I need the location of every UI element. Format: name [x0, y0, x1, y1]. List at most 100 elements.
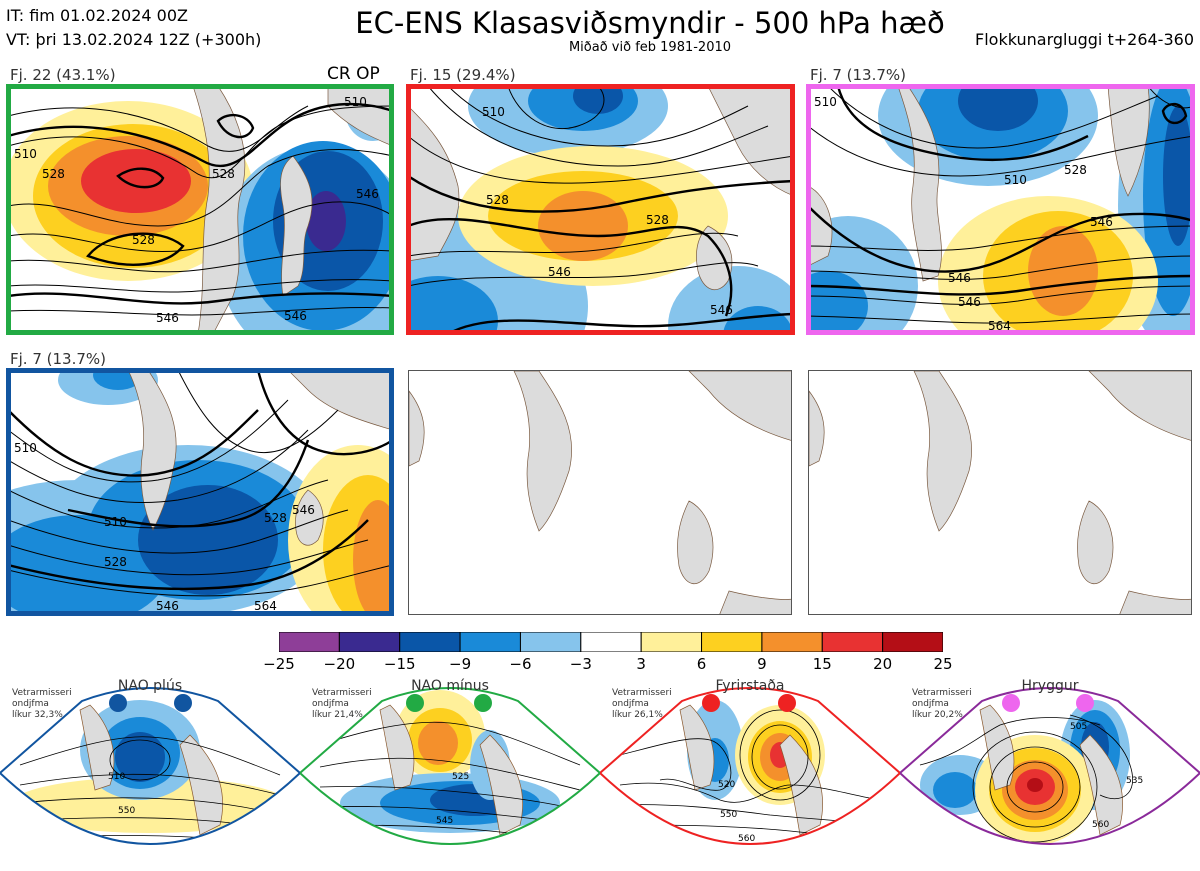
- contour-label: 546: [1090, 215, 1113, 229]
- colorbar-tick-label: −9: [449, 655, 472, 673]
- empty-map-6: [808, 370, 1192, 615]
- contour-label: 525: [452, 772, 469, 782]
- colorbar-tick-label: 3: [636, 655, 646, 673]
- colorbar-swatch: [640, 631, 703, 653]
- regime-marker-dot: [109, 694, 127, 712]
- empty-map-5: [408, 370, 792, 615]
- panel-1-tag: CR OP: [327, 64, 380, 84]
- land-mask: [127, 370, 393, 546]
- colorbar-tick-label: 25: [933, 655, 953, 673]
- colorbar-tick-label: 15: [812, 655, 832, 673]
- cluster-map-1: 510 528 528 546 546 510 528 546: [8, 86, 393, 334]
- regime-title: Hryggur: [1021, 678, 1079, 694]
- contour-label: 546: [356, 187, 379, 201]
- contour-label: 510: [1004, 173, 1027, 187]
- colorbar-swatch: [399, 631, 461, 653]
- colorbar: [278, 631, 944, 656]
- contour-label: 510: [344, 95, 367, 109]
- panel-2-label: Fj. 15 (29.4%): [410, 66, 516, 84]
- colorbar-tick-label: 6: [696, 655, 707, 673]
- contour-label: 546: [292, 503, 315, 517]
- regime-marker-dot: [1002, 694, 1020, 712]
- regime-marker-dot: [702, 694, 720, 712]
- regime-title: NAO plús: [117, 678, 183, 694]
- contour-label: 564: [988, 319, 1011, 333]
- regime-months: ondjfma: [612, 699, 649, 709]
- contour-label: 550: [118, 806, 135, 816]
- cluster-map-4: 510 510 528 546 564 528 546: [8, 370, 393, 615]
- colorbar-swatch: [882, 631, 944, 653]
- contour-label: 545: [436, 816, 453, 826]
- contour-label: 546: [284, 309, 307, 323]
- contour-label: 546: [156, 599, 179, 613]
- contour-label: 510: [482, 105, 505, 119]
- colorbar-swatches: [278, 631, 944, 653]
- colorbar-tick-label: −3: [569, 655, 592, 673]
- colorbar-swatch: [761, 631, 823, 653]
- colorbar-swatch: [580, 631, 642, 653]
- regime-stats: Vetrarmisseri ondjfma líkur 32,3%: [12, 688, 72, 721]
- contour-label: 565: [446, 852, 463, 862]
- init-time: IT: fim 01.02.2024 00Z: [6, 6, 188, 25]
- colorbar-swatch: [701, 631, 763, 653]
- contour-label: 550: [720, 810, 737, 820]
- contour-label: 528: [486, 193, 509, 207]
- regime-stats: Vetrarmisseri ondjfma líkur 26,1%: [612, 688, 672, 721]
- regime-probability: líkur 32,3%: [12, 710, 63, 720]
- colorbar-tick-label: 20: [873, 655, 893, 673]
- contour-label: 546: [958, 295, 981, 309]
- colorbar-tick-label: −20: [323, 655, 356, 673]
- regime-marker-dot: [174, 694, 192, 712]
- regime-stats: Vetrarmisseri ondjfma líkur 20,2%: [912, 688, 972, 721]
- land-mask: [192, 86, 393, 334]
- cluster-map-3: 510 528 546 546 564 546 510: [808, 86, 1194, 334]
- colorbar-tick-label: 9: [757, 655, 767, 673]
- panel-3-label: Fj. 7 (13.7%): [810, 66, 906, 84]
- contour-map: 510 528 546 546 564 546 510: [808, 86, 1194, 334]
- contour-label: 528: [104, 555, 127, 569]
- regime-marker-dot: [778, 694, 796, 712]
- colorbar-swatch: [459, 631, 521, 653]
- contour-label: 528: [42, 167, 65, 181]
- colorbar-tick-label: −15: [383, 655, 416, 673]
- contour-label: 546: [710, 303, 733, 317]
- colorbar-tick-label: −25: [263, 655, 295, 673]
- regime-title: NAO mínus: [411, 678, 489, 694]
- regime-title: Fyrirstaða: [715, 678, 785, 694]
- land-mask: [409, 371, 791, 614]
- regime-season: Vetrarmisseri: [12, 688, 72, 698]
- contour-label: 528: [1064, 163, 1087, 177]
- page-title: EC-ENS Klasasviðsmyndir - 500 hPa hæð: [355, 6, 945, 40]
- contour-label: 510: [14, 441, 37, 455]
- contour-label: 546: [948, 271, 971, 285]
- regime-probability: líkur 20,2%: [912, 710, 963, 720]
- regime-frame: [0, 687, 300, 845]
- valid-time: VT: þri 13.02.2024 12Z (+300h): [6, 30, 262, 49]
- regime-frame: [600, 687, 900, 845]
- regime-probability: líkur 21,4%: [312, 710, 363, 720]
- contour-label: 560: [1092, 820, 1109, 830]
- regime-blocking: 520 550 560 Fyrirstaða Vetrarmisseri ond…: [600, 675, 900, 871]
- contour-map: 510 528 528 546 546 510 528 546: [8, 86, 393, 334]
- panel-1-label: Fj. 22 (43.1%): [10, 66, 116, 84]
- contour-label: 535: [1126, 776, 1143, 786]
- contour-label: 528: [212, 167, 235, 181]
- contour-label: 546: [156, 311, 179, 325]
- colorbar-swatch: [278, 631, 340, 653]
- regime-frame: [900, 687, 1200, 845]
- contour-map: 510 528 528 546 546: [408, 86, 794, 334]
- regime-marker-dot: [1076, 694, 1094, 712]
- regime-nao-minus: 525 545 565 NAO mínus Vetrarmisseri ondj…: [300, 675, 600, 871]
- regime-marker-dot: [474, 694, 492, 712]
- land-mask: [809, 371, 1191, 614]
- cluster-map-2: 510 528 528 546 546: [408, 86, 794, 334]
- classification-window: Flokkunargluggi t+264-360: [975, 30, 1194, 49]
- contour-label: 510: [108, 772, 125, 782]
- regime-season: Vetrarmisseri: [312, 688, 372, 698]
- contour-label: 510: [14, 147, 37, 161]
- contour-label: 510: [814, 95, 837, 109]
- contour-label: 505: [1070, 722, 1087, 732]
- regime-nao-plus: 510 550 NAO plús Vetrarmisseri ondjfma l…: [0, 675, 300, 871]
- colorbar-swatch: [338, 631, 401, 653]
- contour-label: 560: [738, 834, 755, 844]
